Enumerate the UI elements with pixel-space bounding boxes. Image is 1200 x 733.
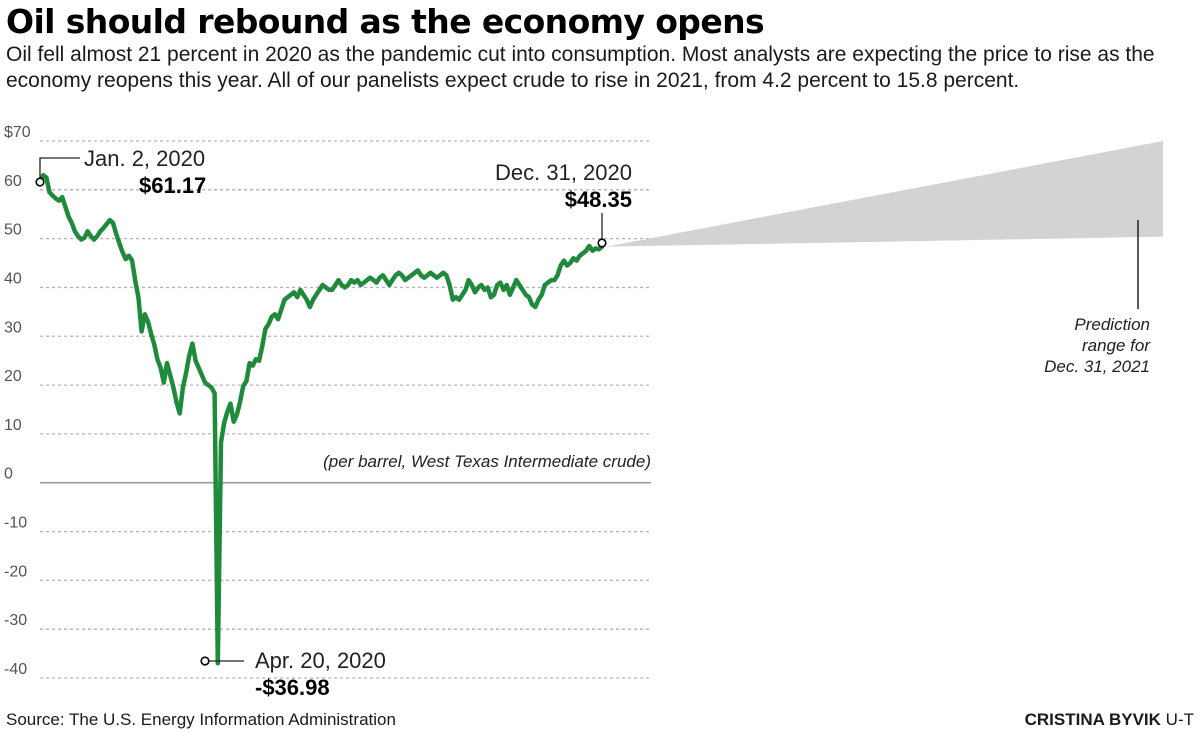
dec-date-label: Dec. 31, 2020 [495,160,632,185]
y-tick-label: 50 [4,222,22,239]
jan-value-label: $61.17 [139,173,206,198]
y-tick-label: -20 [4,563,27,580]
dec-value-label: $48.35 [565,187,632,212]
y-tick-label: -40 [4,661,27,678]
price-series-line [37,172,605,666]
apr-date-label: Apr. 20, 2020 [255,648,386,673]
chart-title: Oil should rebound as the economy opens [6,2,765,41]
credit: CRISTINA BYVIK U-T [1025,710,1194,730]
jan-marker [35,177,45,187]
y-tick-label: -10 [4,515,27,532]
prediction-range-label: Prediction range for Dec. 31, 2021 [1044,315,1151,376]
credit-name: CRISTINA BYVIK [1024,710,1161,729]
source-note: Source: The U.S. Energy Information Admi… [6,710,396,729]
y-tick-label: 30 [4,319,22,336]
prediction-label-line-1: Prediction [1074,315,1150,334]
y-tick-label: 40 [4,270,22,287]
chart-subtitle: Oil fell almost 21 percent in 2020 as th… [6,43,1155,92]
y-tick-label: 10 [4,417,22,434]
prediction-label-line-2: range for [1082,336,1151,355]
unit-note: (per barrel, West Texas Intermediate cru… [323,452,651,471]
y-tick-label: 0 [4,466,13,483]
prediction-label-line-3: Dec. 31, 2021 [1044,357,1150,376]
y-tick-label: -30 [4,612,27,629]
dec-marker [597,238,607,248]
jan-date-label: Jan. 2, 2020 [84,146,205,171]
apr-marker [200,656,210,666]
credit-org: U-T [1165,710,1194,729]
y-axis-tick-labels: $70 60 50 40 30 20 10 0 -10 -20 -30 -40 [4,124,31,678]
y-tick-label: $70 [4,124,31,141]
apr-value-label: -$36.98 [255,675,330,700]
gridlines [40,140,651,679]
jan-leader-line [39,157,80,182]
y-tick-label: 60 [4,173,22,190]
prediction-range-band [606,141,1163,247]
y-tick-label: 20 [4,368,22,385]
